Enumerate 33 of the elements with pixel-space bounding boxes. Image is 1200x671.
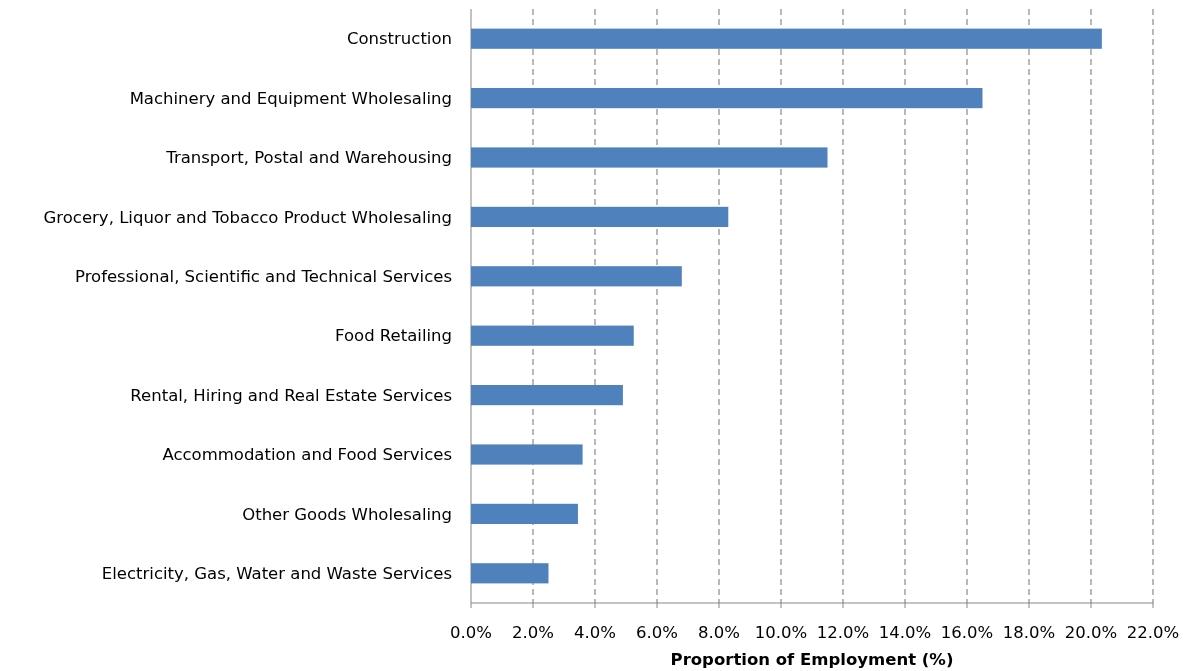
x-tick-label: 18.0% (1002, 623, 1056, 642)
y-tick-label: Machinery and Equipment Wholesaling (129, 88, 452, 108)
bar (471, 88, 983, 109)
x-tick-label: 8.0% (698, 623, 740, 642)
x-axis-title: Proportion of Employment (%) (670, 650, 954, 669)
bar (471, 206, 729, 227)
x-tick-label: 12.0% (816, 623, 870, 642)
bar (471, 444, 583, 465)
y-tick-label: Grocery, Liquor and Tobacco Product Wholesaling (43, 207, 452, 227)
bar (471, 266, 682, 287)
bar (471, 28, 1102, 49)
x-tick-label: 6.0% (636, 623, 678, 642)
y-tick-label: Construction (346, 29, 452, 49)
y-tick-label: Professional, Scientific and Technical Services (74, 267, 452, 287)
y-tick-label: Accommodation and Food Services (162, 445, 452, 465)
x-tick-label: 20.0% (1064, 623, 1118, 642)
y-tick-label: Rental, Hiring and Real Estate Services (130, 385, 452, 405)
x-tick-label: 22.0% (1126, 623, 1180, 642)
bar (471, 325, 634, 346)
x-tick-label: 2.0% (512, 623, 554, 642)
x-tick-label: 4.0% (574, 623, 616, 642)
x-tick-label: 10.0% (754, 623, 808, 642)
y-tick-label: Electricity, Gas, Water and Waste Services (101, 564, 452, 584)
bar (471, 147, 828, 168)
bar (471, 503, 578, 524)
x-tick-label: 14.0% (878, 623, 932, 642)
x-tick-label: 16.0% (940, 623, 994, 642)
bar (471, 385, 623, 406)
y-tick-label: Other Goods Wholesaling (242, 504, 452, 524)
y-tick-label: Food Retailing (335, 326, 452, 346)
x-tick-label: 0.0% (450, 623, 492, 642)
bar (471, 563, 549, 584)
y-tick-label: Transport, Postal and Warehousing (165, 148, 452, 168)
